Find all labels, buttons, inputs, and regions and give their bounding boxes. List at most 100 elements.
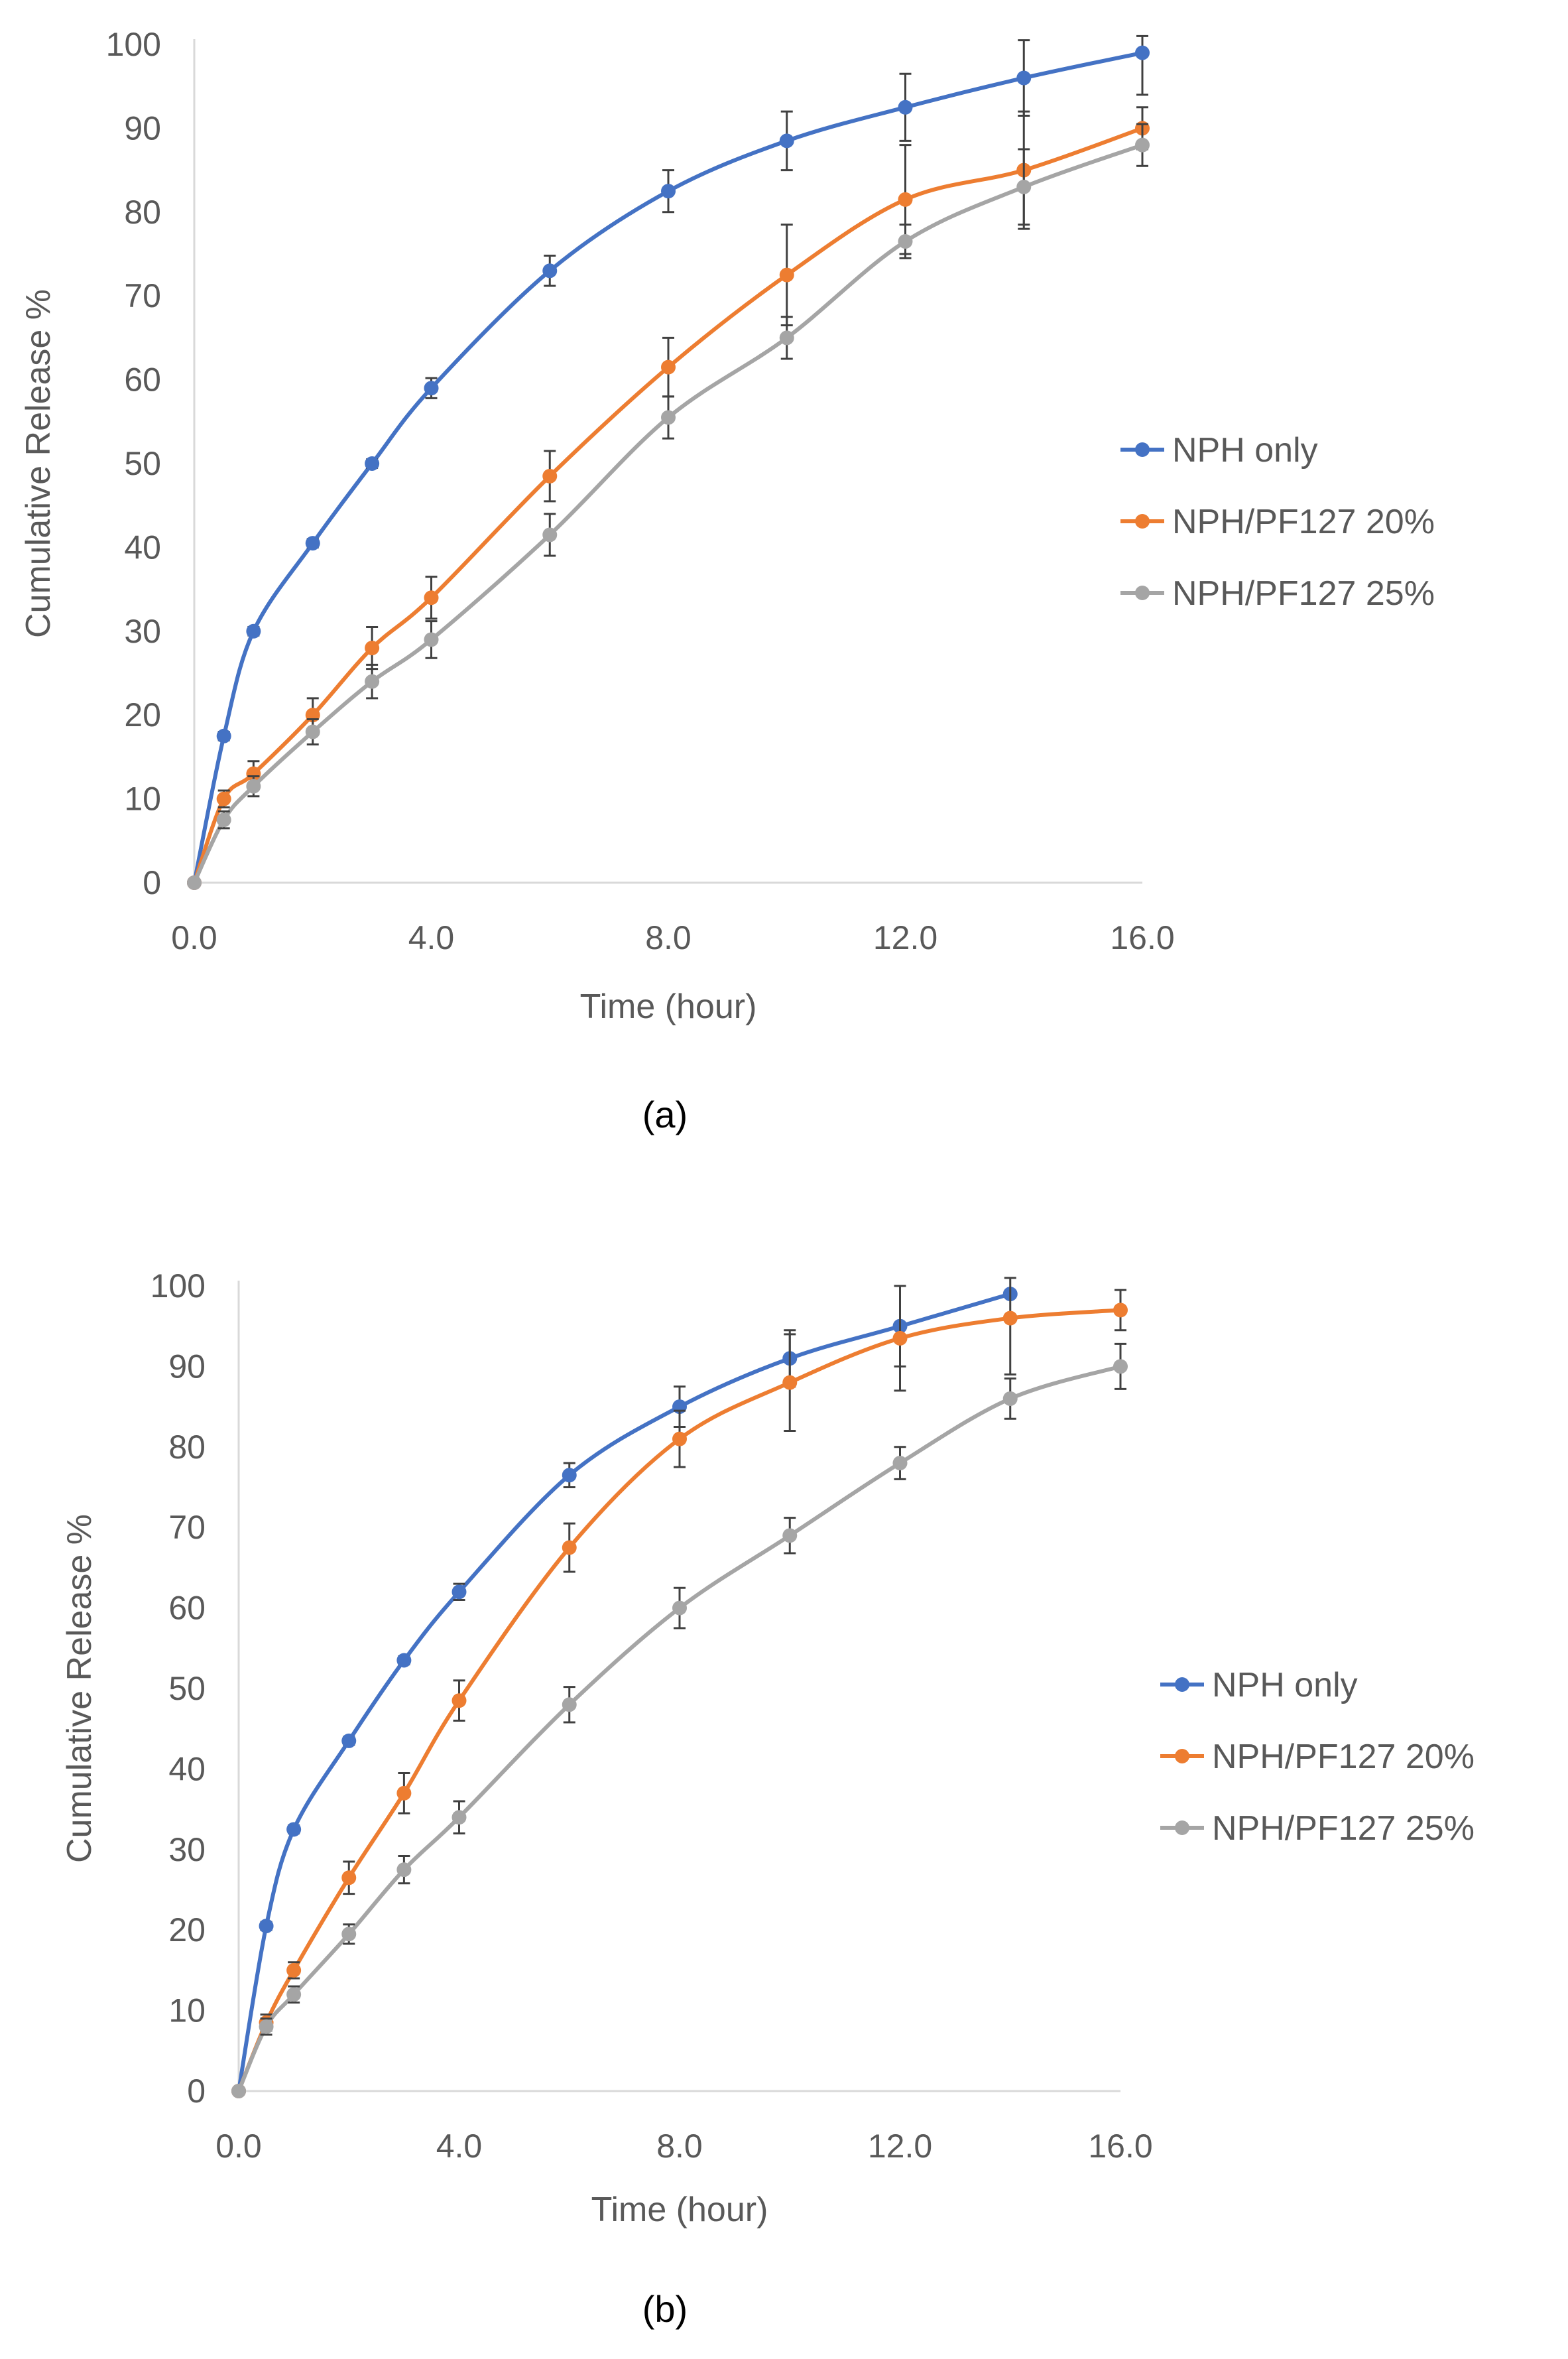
y-tick-label: 100: [151, 1267, 206, 1305]
data-point: [782, 1375, 798, 1390]
legend-label: NPH/PF127 20%: [1172, 503, 1435, 541]
x-tick-label: 0.0: [215, 2128, 262, 2165]
series-line: [237, 1308, 1122, 2093]
series-line: [192, 143, 1144, 885]
y-tick-label: 100: [106, 26, 161, 63]
data-point: [246, 766, 261, 781]
data-point: [1016, 179, 1032, 194]
data-point: [187, 875, 202, 890]
series-line: [192, 126, 1144, 885]
series-2: [187, 106, 1150, 890]
x-tick-label: 8.0: [656, 2128, 703, 2165]
data-point: [661, 410, 676, 425]
data-point: [1002, 1310, 1018, 1326]
data-point: [424, 381, 439, 396]
data-point: [365, 674, 380, 689]
y-tick-label: 0: [187, 2072, 206, 2110]
data-point: [216, 812, 231, 828]
legend-marker: [1175, 1749, 1189, 1763]
data-point: [898, 99, 913, 115]
y-tick-label: 60: [168, 1590, 206, 1627]
legend-marker: [1135, 442, 1150, 457]
data-point: [216, 791, 231, 806]
legend-label: NPH only: [1172, 431, 1318, 470]
data-point: [259, 2019, 274, 2034]
data-point: [562, 1540, 577, 1555]
x-tick-label: 12.0: [873, 919, 937, 956]
legend-label: NPH/PF127 25%: [1212, 1809, 1475, 1848]
data-point: [661, 184, 676, 199]
data-point: [286, 1822, 302, 1837]
y-tick-label: 90: [168, 1348, 206, 1385]
x-tick-label: 0.0: [171, 919, 217, 956]
y-tick-label: 10: [124, 781, 161, 818]
data-point: [246, 779, 261, 794]
data-point: [542, 527, 558, 542]
legend-item: NPH/PF127 20%: [1120, 503, 1435, 541]
y-tick-label: 50: [168, 1670, 206, 1707]
y-tick-label: 20: [168, 1911, 206, 1948]
data-point: [341, 1733, 357, 1748]
series-3: [187, 123, 1150, 890]
data-point: [259, 1919, 274, 1934]
chart-b-svg: 0 10 20 30 40 50 60 70 80 90 100 0.0 4.0 8.0 12.0 16.0 T…: [60, 1267, 1475, 2330]
legend-item: NPH/PF127 25%: [1120, 574, 1435, 613]
data-point: [1016, 70, 1032, 86]
legend-marker: [1175, 1820, 1189, 1835]
y-tick-label: 10: [168, 1992, 206, 2029]
panel-label: (b): [642, 2288, 688, 2330]
data-point: [892, 1456, 908, 1471]
data-point: [216, 728, 231, 743]
data-point: [424, 590, 439, 606]
y-tick-label: 0: [143, 864, 161, 901]
legend-item: NPH/PF127 20%: [1160, 1738, 1475, 1776]
legend-label: NPH/PF127 20%: [1212, 1738, 1475, 1776]
data-point: [1113, 1303, 1128, 1318]
error-bar: [1004, 1277, 1016, 1376]
y-tick-label: 20: [124, 696, 161, 733]
error-bar: [1136, 34, 1148, 96]
legend-label: NPH only: [1212, 1666, 1358, 1704]
y-tick-label: 70: [168, 1509, 206, 1546]
series-line: [192, 50, 1144, 885]
data-point: [779, 133, 794, 149]
x-tick-label: 16.0: [1110, 919, 1174, 956]
data-point: [782, 1528, 798, 1543]
y-axis-title: Cumulative Release %: [19, 289, 58, 638]
series-line: [237, 1292, 1012, 2093]
y-tick-label: 40: [124, 529, 161, 566]
data-point: [1113, 1359, 1128, 1374]
legend-item: NPH only: [1120, 431, 1318, 470]
data-point: [898, 234, 913, 249]
legend-marker: [1175, 1677, 1189, 1692]
data-point: [396, 1862, 412, 1878]
data-point: [341, 1927, 357, 1942]
data-point: [365, 641, 380, 656]
x-axis-title: Time (hour): [580, 988, 757, 1026]
data-point: [231, 2084, 246, 2098]
chart-panel-b: 0 10 20 30 40 50 60 70 80 90 100 0.0 4.0 8.0 12.0 16.0 T…: [0, 1180, 1568, 2359]
data-point: [779, 267, 794, 283]
y-tick-label: 80: [168, 1429, 206, 1466]
data-point: [1135, 45, 1150, 60]
data-point: [898, 192, 913, 207]
chart-a-svg: 0 10 20 30 40 50 60 70 80 90 100 0.0 4.0 8.0 12.0 16.0 T…: [19, 26, 1435, 1135]
y-tick-label: 30: [124, 613, 161, 650]
data-point: [341, 1870, 357, 1885]
y-axis-title: Cumulative Release %: [60, 1514, 99, 1863]
data-point: [562, 1468, 577, 1483]
legend-item: NPH/PF127 25%: [1160, 1809, 1475, 1848]
legend-marker: [1135, 514, 1150, 529]
data-point: [1002, 1391, 1018, 1406]
panel-label: (a): [642, 1094, 688, 1135]
data-point: [286, 1987, 302, 2002]
y-tick-label: 80: [124, 194, 161, 231]
data-point: [452, 1810, 467, 1825]
data-point: [892, 1330, 908, 1346]
data-point: [246, 623, 261, 639]
data-point: [286, 1962, 302, 1978]
x-axis-title: Time (hour): [591, 2191, 768, 2229]
y-tick-label: 60: [124, 361, 161, 399]
legend-item: NPH only: [1160, 1666, 1358, 1704]
data-point: [672, 1431, 687, 1446]
